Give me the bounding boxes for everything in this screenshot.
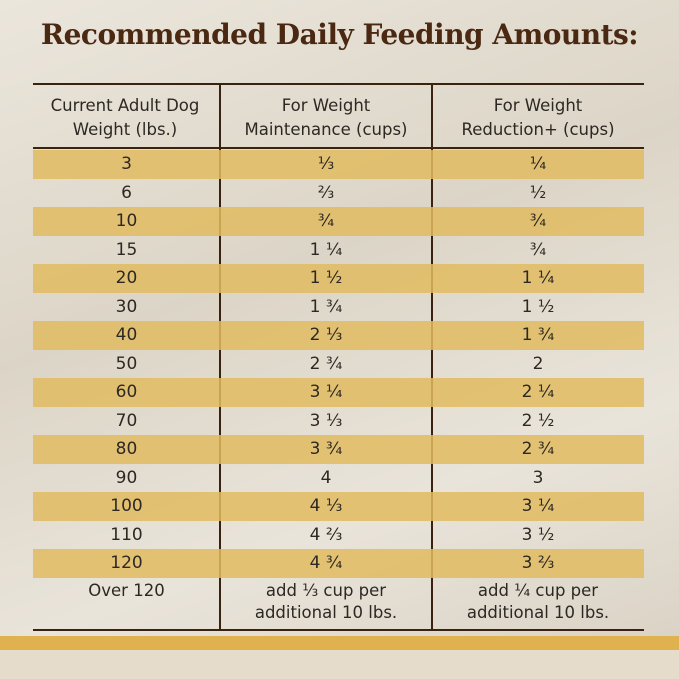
header-maintenance: For Weight Maintenance (cups) xyxy=(221,94,431,142)
table-row: 110 4 ⅔ 3 ½ xyxy=(33,521,644,550)
table-row: 60 3 ¼ 2 ¼ xyxy=(33,378,644,407)
table-row: 120 4 ¾ 3 ⅔ xyxy=(33,549,644,578)
maintenance-cell: 2 ¾ xyxy=(309,353,343,374)
reduction-cell: add ¼ cup per additional 10 lbs. xyxy=(432,580,644,624)
reduction-cell: 3 ¼ xyxy=(521,496,555,517)
reduction-cell: ½ xyxy=(529,182,547,203)
reduction-cell: 1 ½ xyxy=(521,296,555,317)
weight-cell: 100 xyxy=(110,496,143,517)
column-divider xyxy=(431,84,433,630)
maintenance-cell: 1 ¾ xyxy=(309,296,343,317)
reduction-cell: 3 ⅔ xyxy=(521,553,555,574)
weight-cell: 15 xyxy=(115,239,138,260)
weight-cell: 6 xyxy=(121,182,132,203)
decorative-band xyxy=(0,636,679,650)
weight-cell: 3 xyxy=(121,154,132,175)
weight-cell: 90 xyxy=(115,467,138,488)
table-row: 10 ¾ ¾ xyxy=(33,207,644,236)
header-line: Current Adult Dog xyxy=(50,96,200,115)
weight-cell: 40 xyxy=(115,325,138,346)
table-row: 100 4 ⅓ 3 ¼ xyxy=(33,492,644,521)
table-row: 6 ⅔ ½ xyxy=(33,179,644,208)
weight-cell: 10 xyxy=(115,211,138,232)
reduction-cell: 2 ¾ xyxy=(521,439,555,460)
cell-line: add ¼ cup per xyxy=(477,580,599,600)
cell-line: add ⅓ cup per xyxy=(265,580,387,600)
page-title: Recommended Daily Feeding Amounts: xyxy=(40,18,639,51)
maintenance-cell: ⅔ xyxy=(317,182,335,203)
maintenance-cell: 4 ⅔ xyxy=(309,524,343,545)
bottom-rule xyxy=(33,629,644,631)
feeding-table: 3 ⅓ ¼ 6 ⅔ ½ 10 ¾ ¾ 15 1 ¼ ¾ 20 1 ½ 1 ¼ 30 1 ¾ 1 ½ 40 2 ⅓ 1 ¾… xyxy=(33,150,644,624)
weight-cell: Over 120 xyxy=(88,580,165,600)
table-row: 20 1 ½ 1 ¼ xyxy=(33,264,644,293)
decorative-footer xyxy=(0,650,679,679)
weight-cell: 70 xyxy=(115,410,138,431)
weight-cell: 30 xyxy=(115,296,138,317)
maintenance-cell: 1 ¼ xyxy=(309,239,343,260)
maintenance-cell: 4 ⅓ xyxy=(309,496,343,517)
reduction-cell: ¾ xyxy=(529,239,547,260)
weight-cell: 20 xyxy=(115,268,138,289)
weight-cell: 50 xyxy=(115,353,138,374)
top-rule xyxy=(33,83,644,85)
weight-cell: 80 xyxy=(115,439,138,460)
maintenance-cell: ⅓ xyxy=(317,154,335,175)
cell-line: additional 10 lbs. xyxy=(466,602,610,622)
reduction-cell: ¾ xyxy=(529,211,547,232)
reduction-cell: 1 ¾ xyxy=(521,325,555,346)
table-row: 30 1 ¾ 1 ½ xyxy=(33,293,644,322)
table-row: 50 2 ¾ 2 xyxy=(33,350,644,379)
reduction-cell: 2 ½ xyxy=(521,410,555,431)
column-divider xyxy=(219,84,221,630)
maintenance-cell: 4 ¾ xyxy=(309,553,343,574)
maintenance-cell: 2 ⅓ xyxy=(309,325,343,346)
table-row: 40 2 ⅓ 1 ¾ xyxy=(33,321,644,350)
header-weight: Current Adult Dog Weight (lbs.) xyxy=(20,94,230,142)
cell-line: additional 10 lbs. xyxy=(254,602,398,622)
table-row: 80 3 ¾ 2 ¾ xyxy=(33,435,644,464)
reduction-cell: 2 ¼ xyxy=(521,382,555,403)
header-line: Maintenance (cups) xyxy=(244,120,408,139)
reduction-cell: 1 ¼ xyxy=(521,268,555,289)
table-row-over-120: Over 120 add ⅓ cup per additional 10 lbs. a… xyxy=(33,578,644,624)
header-reduction: For Weight Reduction+ (cups) xyxy=(433,94,643,142)
reduction-cell: ¼ xyxy=(529,154,547,175)
header-line: For Weight xyxy=(493,96,583,115)
maintenance-cell: ¾ xyxy=(317,211,335,232)
weight-cell: 110 xyxy=(110,524,143,545)
maintenance-cell: 1 ½ xyxy=(309,268,343,289)
weight-cell: 60 xyxy=(115,382,138,403)
weight-cell: 120 xyxy=(110,553,143,574)
maintenance-cell: 3 ¾ xyxy=(309,439,343,460)
header-rule xyxy=(33,147,644,149)
table-row: 70 3 ⅓ 2 ½ xyxy=(33,407,644,436)
maintenance-cell: add ⅓ cup per additional 10 lbs. xyxy=(220,580,432,624)
maintenance-cell: 3 ¼ xyxy=(309,382,343,403)
maintenance-cell: 4 xyxy=(320,467,332,488)
table-row: 90 4 3 xyxy=(33,464,644,493)
table-row: 3 ⅓ ¼ xyxy=(33,150,644,179)
reduction-cell: 3 ½ xyxy=(521,524,555,545)
reduction-cell: 2 xyxy=(532,353,544,374)
header-line: For Weight xyxy=(281,96,371,115)
table-row: 15 1 ¼ ¾ xyxy=(33,236,644,265)
maintenance-cell: 3 ⅓ xyxy=(309,410,343,431)
header-line: Reduction+ (cups) xyxy=(461,120,615,139)
header-line: Weight (lbs.) xyxy=(72,120,178,139)
reduction-cell: 3 xyxy=(532,467,544,488)
